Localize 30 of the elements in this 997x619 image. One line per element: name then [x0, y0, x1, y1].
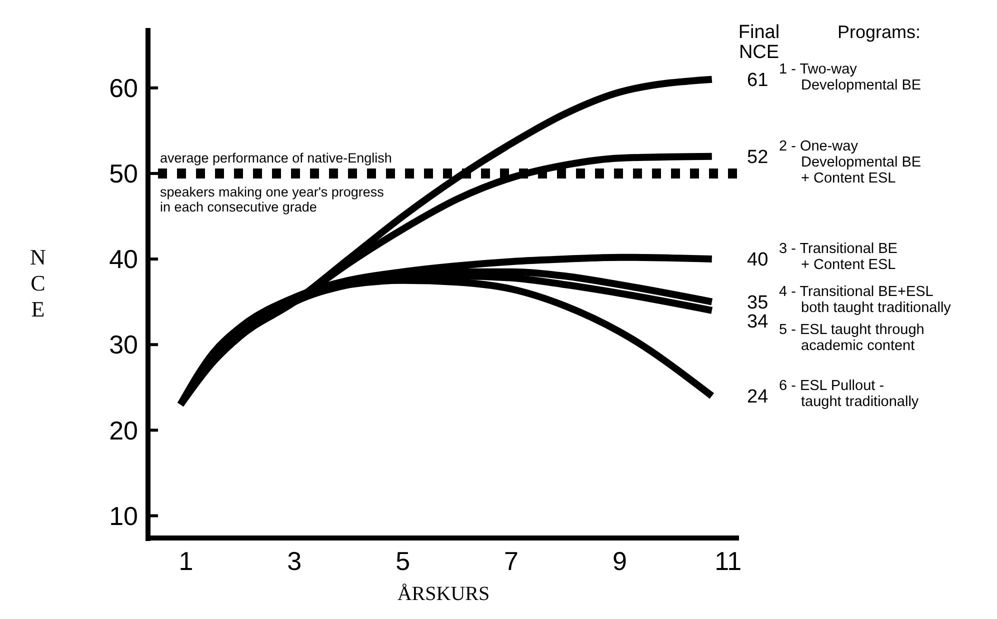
y-axis-title: NCE: [738, 42, 780, 63]
y-tick-label: 50: [109, 158, 138, 189]
text: 6 - ESL Pullout - taught traditionally: [779, 378, 920, 410]
x-tick-label: 11: [714, 546, 742, 576]
y-tick-label: 60: [109, 73, 138, 103]
y-tick-label: 20: [109, 415, 138, 446]
x-axis-title: ÅRSKURS: [397, 583, 490, 605]
y-tick-label: 10: [109, 500, 138, 531]
text: NCE: [30, 244, 46, 322]
x-tick-label: 9: [612, 546, 627, 576]
text: 3 - Transitional BE + Content ESL: [779, 241, 898, 274]
x-tick-label: 7: [504, 546, 519, 576]
data-label: 61: [747, 70, 768, 91]
data-label: 24: [747, 386, 769, 408]
legend-title: Programs:: [837, 22, 921, 42]
data-label: 40: [747, 250, 768, 271]
x-tick-label: 3: [287, 546, 302, 576]
data-label: 52: [747, 147, 768, 168]
data-label: 35: [747, 292, 768, 314]
text: 5 - ESL taught through academic content: [779, 322, 924, 354]
y-tick-label: 30: [109, 330, 138, 360]
text: average performance of native-English speakers making one year's progress in each consecutive grade: [160, 150, 392, 214]
y-tick-label: 40: [109, 244, 138, 274]
text: 4 - Transitional BE+ESL both taught traditionally: [779, 284, 952, 316]
x-tick-label: 5: [396, 546, 410, 576]
data-label: 34: [747, 311, 769, 332]
text: 2 - One-way Developmental BE + Content ESL: [779, 138, 922, 186]
text: 1 - Two-way Developmental BE: [779, 61, 922, 94]
x-tick-label: 1: [178, 546, 194, 576]
text: Final: [738, 22, 780, 43]
